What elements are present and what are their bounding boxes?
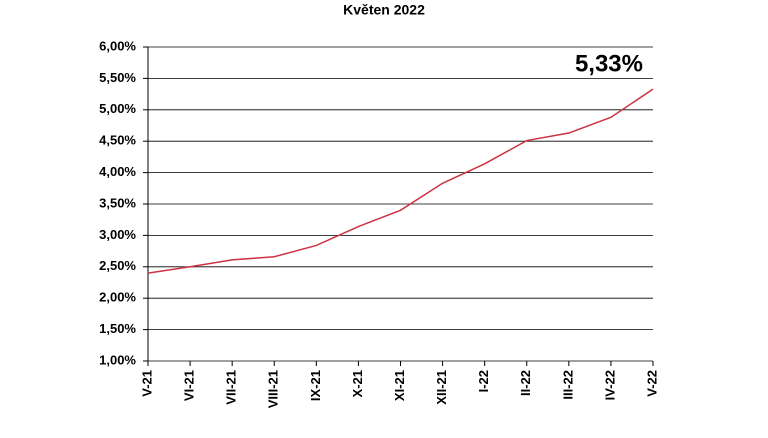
y-tick-label: 3,00% — [99, 227, 136, 242]
x-tick-label: VI-21 — [182, 370, 197, 401]
y-tick-label: 6,00% — [99, 38, 136, 53]
y-tick-label: 4,50% — [99, 133, 136, 148]
y-tick-label: 4,00% — [99, 164, 136, 179]
x-tick-label: V-21 — [139, 370, 154, 397]
x-tick-label: XII-21 — [434, 370, 449, 405]
chart-title: Květen 2022 — [343, 2, 425, 18]
y-tick-label: 2,00% — [99, 290, 136, 305]
x-tick-label: I-22 — [476, 370, 491, 392]
x-tick-label: IX-21 — [308, 370, 323, 401]
x-tick-label: VIII-21 — [266, 370, 281, 408]
x-tick-label: III-22 — [560, 370, 575, 400]
annotation: 5,33% — [575, 50, 643, 77]
y-tick-label: 1,00% — [99, 352, 136, 367]
x-tick-label: V-22 — [644, 370, 659, 397]
y-tick-label: 3,50% — [99, 195, 136, 210]
x-tick-label: XI-21 — [392, 370, 407, 401]
line — [147, 88, 654, 274]
x-tick-label: VII-21 — [224, 370, 239, 405]
y-tick-label: 2,50% — [99, 258, 136, 273]
x-tick-label: II-22 — [518, 370, 533, 396]
x-tick-label: IV-22 — [602, 370, 617, 400]
y-tick-label: 5,00% — [99, 101, 136, 116]
x-tick-label: X-21 — [350, 370, 365, 397]
y-tick-label: 5,50% — [99, 70, 136, 85]
y-tick-label: 1,50% — [99, 321, 136, 336]
